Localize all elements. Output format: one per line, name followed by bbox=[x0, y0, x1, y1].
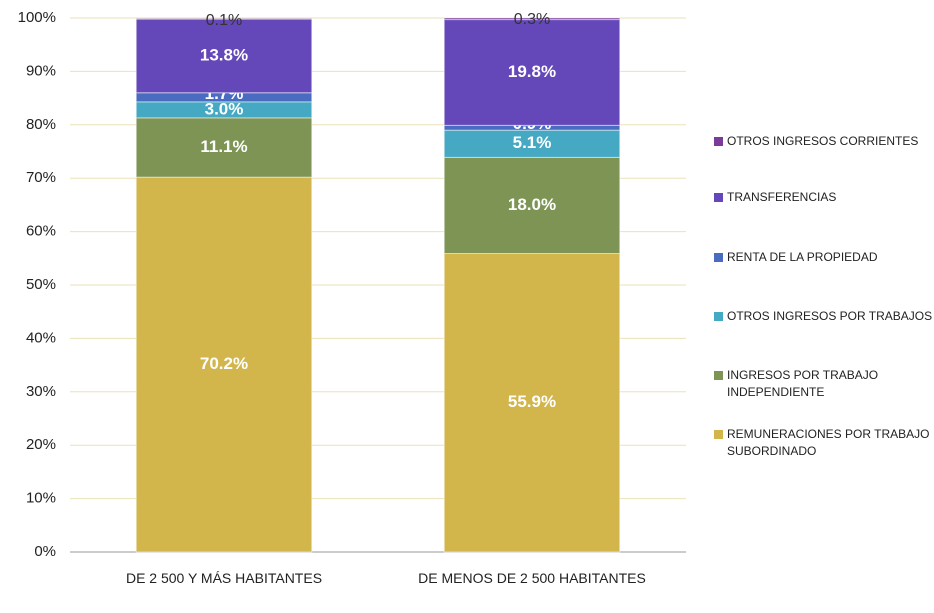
data-label: 70.2% bbox=[200, 354, 248, 373]
legend-swatch bbox=[714, 430, 723, 439]
data-label: 5.1% bbox=[513, 133, 552, 152]
y-tick-label: 70% bbox=[26, 169, 56, 186]
legend-label: REMUNERACIONES POR TRABAJO SUBORDINADO bbox=[727, 427, 930, 458]
legend-item: OTROS INGRESOS CORRIENTES bbox=[714, 133, 934, 150]
data-label: 19.8% bbox=[508, 62, 556, 81]
bar-segment bbox=[135, 176, 313, 553]
legend-label: RENTA DE LA PROPIEDAD bbox=[727, 250, 878, 264]
y-tick-label: 90% bbox=[26, 62, 56, 79]
y-tick-label: 40% bbox=[26, 329, 56, 346]
bar-segment bbox=[443, 19, 621, 126]
legend-item: RENTA DE LA PROPIEDAD bbox=[714, 249, 934, 266]
bar-segment bbox=[135, 18, 313, 20]
legend-item: REMUNERACIONES POR TRABAJO SUBORDINADO bbox=[714, 426, 934, 460]
y-tick-label: 100% bbox=[18, 9, 56, 26]
y-tick-label: 80% bbox=[26, 116, 56, 133]
data-label: 11.1% bbox=[200, 137, 247, 156]
data-label: 13.8% bbox=[200, 45, 248, 64]
bar-segment bbox=[443, 129, 621, 158]
data-label: 0.1% bbox=[206, 12, 242, 29]
x-tick-label: DE MENOS DE 2 500 HABITANTES bbox=[418, 570, 646, 586]
legend-label: OTROS INGRESOS POR TRABAJOS bbox=[727, 309, 933, 323]
y-tick-label: 10% bbox=[26, 490, 56, 507]
y-tick-label: 0% bbox=[34, 543, 56, 560]
legend-item: TRANSFERENCIAS bbox=[714, 189, 934, 206]
bar-segment bbox=[443, 252, 621, 553]
legend-label: INGRESOS POR TRABAJO INDEPENDIENTE bbox=[727, 368, 879, 399]
legend-label: OTROS INGRESOS CORRIENTES bbox=[727, 134, 919, 148]
data-label: 0.3% bbox=[514, 11, 550, 28]
y-tick-label: 30% bbox=[26, 383, 56, 400]
y-tick-label: 50% bbox=[26, 276, 56, 293]
data-label: 3.0% bbox=[205, 99, 244, 118]
data-label: 18.0% bbox=[508, 195, 556, 214]
bar-segment bbox=[135, 117, 313, 178]
y-tick-label: 20% bbox=[26, 436, 56, 453]
legend-item: OTROS INGRESOS POR TRABAJOS bbox=[714, 308, 934, 325]
legend-label: TRANSFERENCIAS bbox=[727, 190, 837, 204]
y-tick-label: 60% bbox=[26, 223, 56, 240]
x-tick-label: DE 2 500 Y MÁS HABITANTES bbox=[125, 570, 323, 586]
data-label: 55.9% bbox=[508, 392, 556, 411]
bar-segment bbox=[443, 17, 621, 21]
legend-swatch bbox=[714, 137, 723, 146]
legend-swatch bbox=[714, 312, 723, 321]
legend-swatch bbox=[714, 253, 723, 262]
legend-swatch bbox=[714, 371, 723, 380]
legend-swatch bbox=[714, 193, 723, 202]
bar-segment bbox=[443, 156, 621, 254]
legend-item: INGRESOS POR TRABAJO INDEPENDIENTE bbox=[714, 367, 934, 401]
bar-segment bbox=[135, 18, 313, 94]
